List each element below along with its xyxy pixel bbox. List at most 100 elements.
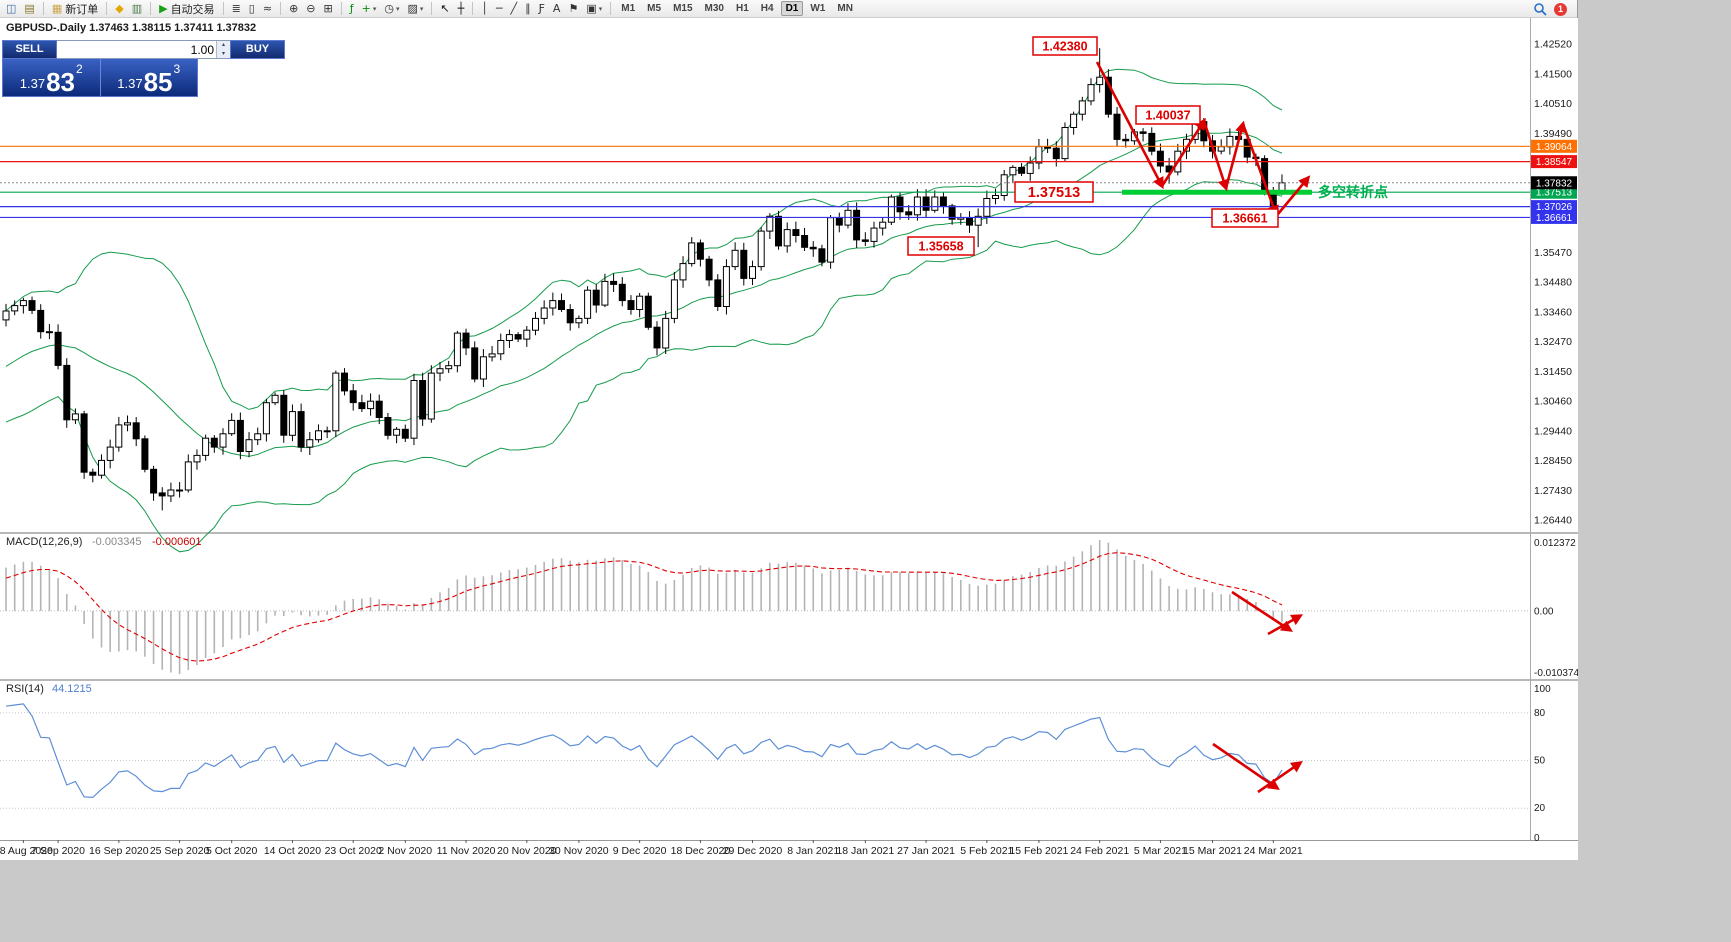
shapes-icon-glyph: ▣: [586, 2, 597, 15]
arrows-icon[interactable]: ⚑: [565, 1, 581, 16]
svg-text:30 Nov 2020: 30 Nov 2020: [549, 845, 609, 857]
svg-text:50: 50: [1534, 756, 1546, 767]
timeframe-d1[interactable]: D1: [780, 1, 804, 16]
support-segment[interactable]: 多空转折点: [1122, 184, 1388, 200]
timeframe-m15[interactable]: M15: [673, 3, 693, 14]
svg-text:11 Nov 2020: 11 Nov 2020: [437, 845, 496, 857]
zoom-out-icon[interactable]: ⊖: [303, 1, 318, 16]
buy-price-prefix: 1.37: [117, 76, 143, 91]
fibonacci-icon[interactable]: Ƒ: [536, 1, 548, 16]
indicators-icon[interactable]: ◆: [112, 1, 126, 16]
svg-text:5 Feb 2021: 5 Feb 2021: [960, 845, 1013, 857]
svg-text:7 Sep 2020: 7 Sep 2020: [31, 845, 85, 857]
spin-down-icon[interactable]: ▾: [217, 49, 230, 58]
indicator-list-icon[interactable]: ƒ: [347, 1, 357, 16]
volume-input[interactable]: [57, 41, 216, 58]
buy-price-point: 3: [173, 62, 181, 76]
price-annotations[interactable]: 1.42380 1.40037 1.37513 1.36661 1.35658: [907, 36, 1279, 256]
svg-text:1.37832: 1.37832: [1536, 178, 1573, 189]
line-chart-icon[interactable]: ≈: [260, 1, 275, 16]
horiz-line-icon[interactable]: ─: [493, 1, 506, 16]
candles-layer: [2, 48, 1286, 511]
timeframe-h4[interactable]: H4: [760, 3, 774, 14]
volume-spin-buttons[interactable]: ▴ ▾: [216, 41, 230, 58]
text-icon[interactable]: A: [550, 1, 564, 16]
auto-trading-button[interactable]: ▶ 自动交易: [156, 1, 217, 16]
buy-button[interactable]: BUY: [230, 40, 285, 59]
chart-window-icon[interactable]: ▥: [129, 1, 145, 16]
toolbar-items: ◫ ▤ ▦ 新订单 ◆ ▥ ▶ 自动交易 ≣ ▯ ≈ ⊕ ⊖ ⊞ ƒ + ▾ ◷ ▾ ▨ ▾ ↖ ┼ │ ─ ╱ ∥ Ƒ A ⚑ ▣ ▾ M1 M…: [0, 0, 859, 17]
trendline-icon-glyph: ╱: [510, 2, 518, 15]
line-chart-icon-glyph: ≈: [262, 2, 273, 15]
svg-text:28 Aug 2020: 28 Aug 2020: [0, 845, 53, 857]
price-axis: 1.42520 1.41500 1.40510 1.39490 1.35470 1.344…: [1531, 39, 1577, 526]
timeframe-mn[interactable]: MN: [837, 3, 853, 14]
cursor-icon-glyph: ↖: [440, 2, 450, 15]
channel-icon[interactable]: ∥: [522, 1, 534, 16]
timeframe-m5[interactable]: M5: [647, 3, 662, 14]
shapes-icon[interactable]: ▣ ▾: [583, 1, 605, 16]
new-order-button-glyph: ▦: [51, 2, 63, 15]
timeframe-m30[interactable]: M30: [704, 3, 724, 14]
new-chart-icon[interactable]: ◫: [3, 1, 19, 16]
toolbar-separator: [610, 2, 612, 15]
svg-text:1.41500: 1.41500: [1534, 69, 1572, 81]
svg-text:1.31450: 1.31450: [1534, 366, 1572, 378]
svg-text:1.39064: 1.39064: [1536, 142, 1573, 153]
svg-text:2 Nov 2020: 2 Nov 2020: [378, 845, 432, 857]
chart-area[interactable]: 多空转折点 1.42380 1.40037 1.37513 1.36661 1.35658…: [0, 18, 1578, 860]
sell-price[interactable]: 1.37 83 2: [3, 59, 100, 96]
bar-chart-icon-glyph: ≣: [231, 2, 241, 15]
svg-text:1.42520: 1.42520: [1534, 39, 1572, 51]
vertical-line-icon[interactable]: │: [478, 1, 491, 16]
svg-text:1.42380: 1.42380: [1042, 40, 1087, 54]
periods-icon[interactable]: ◷ ▾: [381, 1, 402, 16]
svg-text:0.012372: 0.012372: [1534, 538, 1576, 549]
search-icon[interactable]: [1533, 2, 1547, 16]
sell-button[interactable]: SELL: [2, 40, 57, 59]
rsi-panel: RSI(14) 44.1215 100 80 50 20 0: [0, 683, 1551, 844]
svg-text:5 Mar 2021: 5 Mar 2021: [1134, 845, 1187, 857]
sell-price-pips: 83: [46, 66, 76, 97]
zoom-in-icon-glyph: ⊕: [289, 2, 299, 15]
bar-chart-icon[interactable]: ≣: [229, 1, 244, 16]
price-divider: [99, 59, 101, 96]
trendline-icon[interactable]: ╱: [507, 1, 520, 16]
volume-stepper[interactable]: ▴▾: [57, 40, 230, 59]
svg-text:100: 100: [1534, 684, 1551, 695]
svg-text:18 Jan 2021: 18 Jan 2021: [836, 845, 894, 857]
svg-text:0.00: 0.00: [1534, 606, 1554, 617]
svg-text:23 Oct 2020: 23 Oct 2020: [325, 845, 382, 857]
crosshair-icon[interactable]: ┼: [455, 1, 468, 16]
notification-badge[interactable]: 1: [1554, 2, 1567, 16]
timeframe-h1[interactable]: H1: [735, 3, 749, 14]
svg-text:5 Oct 2020: 5 Oct 2020: [206, 845, 258, 857]
svg-text:20 Nov 2020: 20 Nov 2020: [497, 845, 557, 857]
svg-text:1.32470: 1.32470: [1534, 336, 1572, 348]
zoom-in-icon[interactable]: ⊕: [286, 1, 301, 16]
svg-text:1.34480: 1.34480: [1534, 276, 1572, 288]
timeframe-m1[interactable]: M1: [621, 3, 636, 14]
new-order-button[interactable]: ▦ 新订单: [49, 1, 101, 16]
timeframe-w1[interactable]: W1: [810, 3, 826, 14]
tile-windows-icon-glyph: ⊞: [323, 2, 333, 15]
text-icon-glyph: A: [552, 2, 561, 15]
add-indicator-icon[interactable]: + ▾: [359, 1, 380, 16]
templates-icon-glyph: ▨: [407, 2, 418, 15]
svg-text:1.39490: 1.39490: [1534, 128, 1572, 140]
dropdown-caret-icon: ▾: [372, 5, 377, 13]
cursor-icon[interactable]: ↖: [437, 1, 452, 16]
trend-arrows[interactable]: [1095, 61, 1311, 218]
new-order-button-label: 新订单: [65, 3, 99, 16]
spin-up-icon[interactable]: ▴: [217, 41, 230, 50]
templates-icon[interactable]: ▨ ▾: [404, 1, 426, 16]
profiles-icon[interactable]: ▤: [21, 1, 37, 16]
svg-text:8 Jan 2021: 8 Jan 2021: [787, 845, 839, 857]
candlestick-chart-icon[interactable]: ▯: [246, 1, 258, 16]
tile-windows-icon[interactable]: ⊞: [321, 1, 336, 16]
svg-text:-0.000601: -0.000601: [152, 536, 202, 548]
toolbar-separator: [42, 2, 44, 15]
buy-price[interactable]: 1.37 85 3: [101, 59, 198, 96]
svg-text:1.38547: 1.38547: [1536, 157, 1573, 168]
